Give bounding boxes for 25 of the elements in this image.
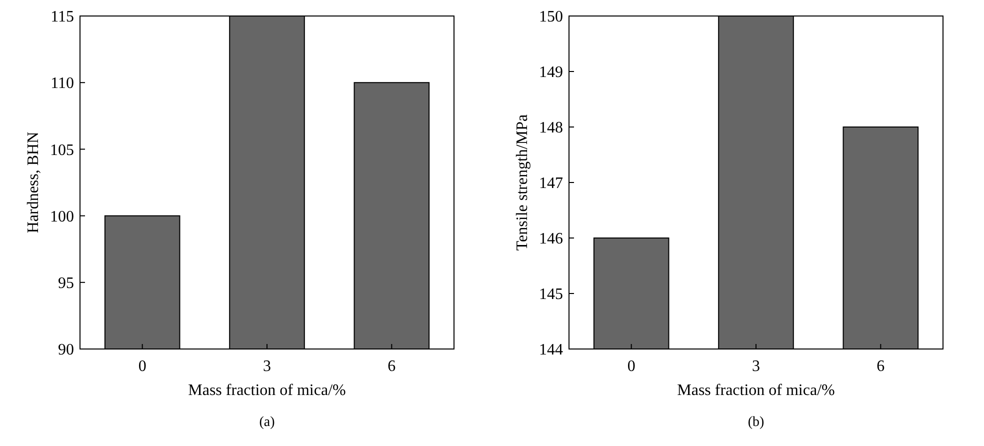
y-tick-label: 149	[539, 64, 563, 82]
x-tick-label: 3	[263, 358, 271, 375]
x-axis-title: Mass fraction of mica/%	[677, 382, 835, 399]
y-tick-label: 144	[539, 342, 563, 359]
text: (b)	[748, 415, 764, 430]
y-tick-label: 148	[539, 120, 563, 137]
y-tick-label: 105	[50, 142, 74, 159]
y-tick-label: 150	[539, 8, 563, 26]
y-tick-label: 146	[539, 230, 563, 248]
y-tick-label: 95	[58, 275, 74, 292]
x-tick-label: 3	[752, 358, 760, 375]
x-tick-label: 6	[876, 358, 885, 375]
x-tick-label: 0	[627, 358, 636, 375]
y-tick-label: 145	[539, 286, 563, 304]
y-axis-title: Hardness, BHN	[25, 131, 42, 234]
y-tick-label: 90	[58, 342, 74, 359]
y-tick-label: 115	[50, 8, 74, 26]
x-tick-label: 0	[138, 358, 146, 375]
y-tick-label: 147	[539, 175, 563, 192]
x-axis-title: Mass fraction of mica/%	[188, 382, 346, 399]
y-axis-title: Tensile strength/MPa	[514, 114, 531, 251]
x-tick-label: 6	[388, 358, 396, 375]
y-tick-label: 110	[50, 75, 74, 92]
text: (a)	[259, 415, 276, 430]
y-tick-label: 100	[50, 208, 74, 226]
